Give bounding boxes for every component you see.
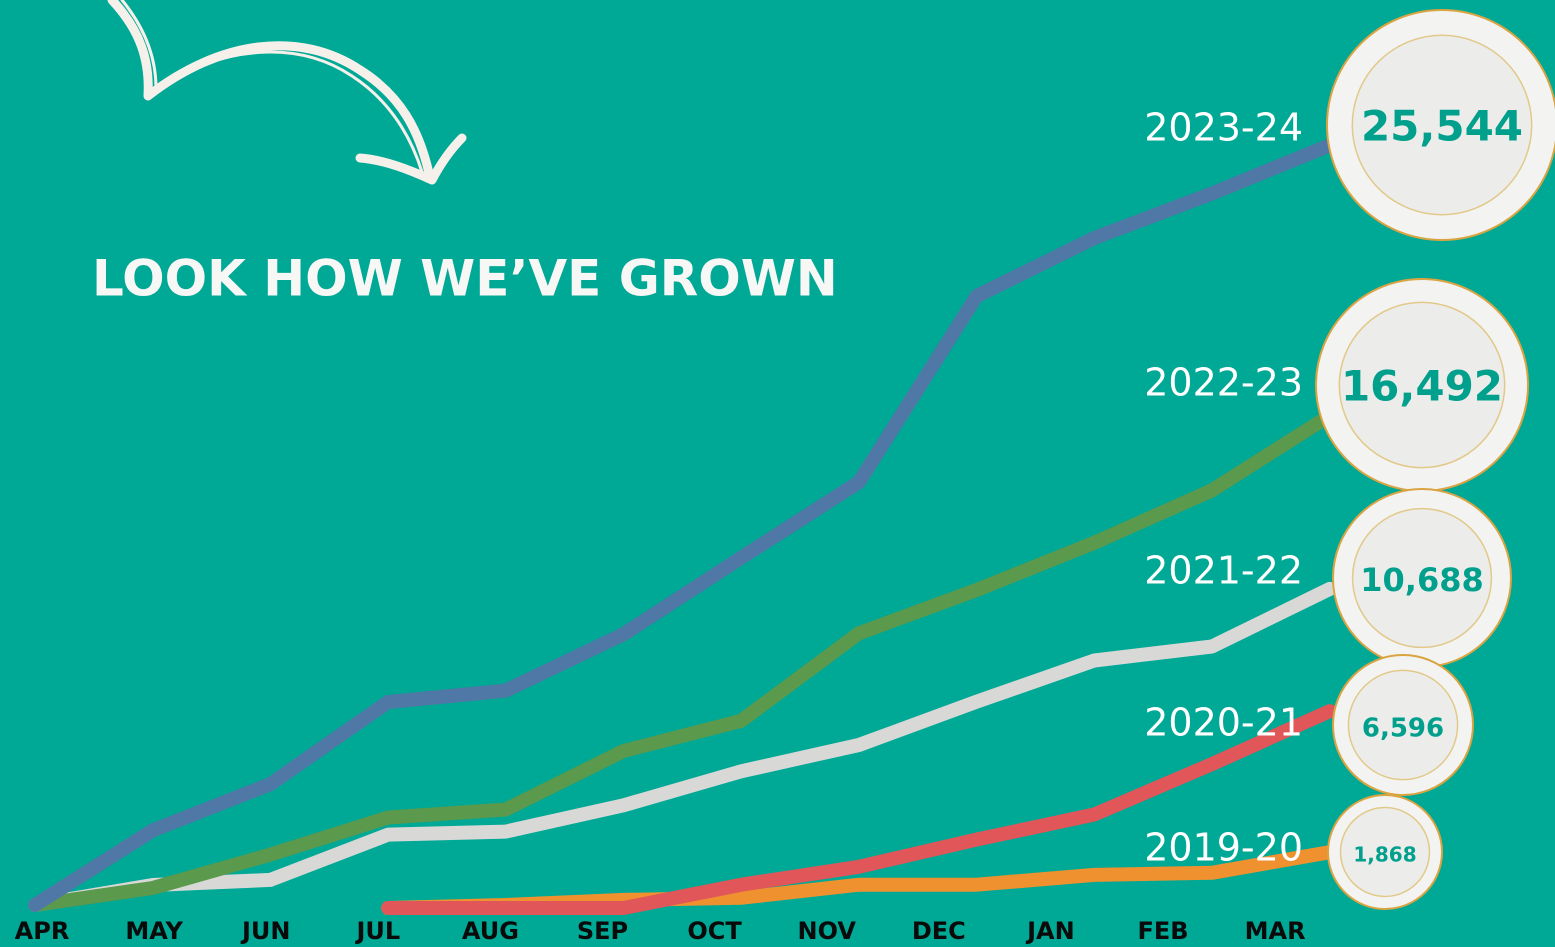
series-name: 2023-24 [1144,106,1303,150]
series-name: 2020-21 [1144,701,1303,745]
x-tick-label: SEP [577,917,628,945]
x-tick-label: JUL [354,917,400,945]
value-label: 1,868 [1353,843,1416,867]
value-label: 25,544 [1361,102,1523,151]
x-tick-label: OCT [687,917,742,945]
series-line [28,138,1337,912]
value-label: 16,492 [1341,362,1503,411]
badge-rim [1339,806,1431,898]
value-label: 6,596 [1362,714,1444,744]
series-name: 2021-22 [1144,549,1303,593]
value-label: 10,688 [1360,561,1483,599]
badge-rim [1351,507,1493,649]
series-line [381,704,1337,915]
x-tick-label: JAN [1025,917,1075,945]
arrow-doodle [107,0,467,185]
x-tick-label: APR [15,917,70,945]
series-name: 2022-23 [1144,361,1303,405]
x-tick-label: AUG [462,917,519,945]
series-name: 2019-20 [1144,826,1303,870]
badge-rim [1347,669,1459,781]
x-tick-label: MAY [125,917,183,945]
x-tick-label: JUN [240,917,291,945]
chart-title: LOOK HOW WE’VE GROWN [92,250,838,308]
series-line [28,581,1337,912]
x-tick-label: NOV [797,917,856,945]
x-tick-label: FEB [1137,917,1188,945]
badge-rim [1351,34,1533,216]
series-line [28,408,1337,912]
badge-rim [1338,301,1506,469]
x-tick-label: DEC [912,917,966,945]
x-tick-label: MAR [1245,917,1306,945]
